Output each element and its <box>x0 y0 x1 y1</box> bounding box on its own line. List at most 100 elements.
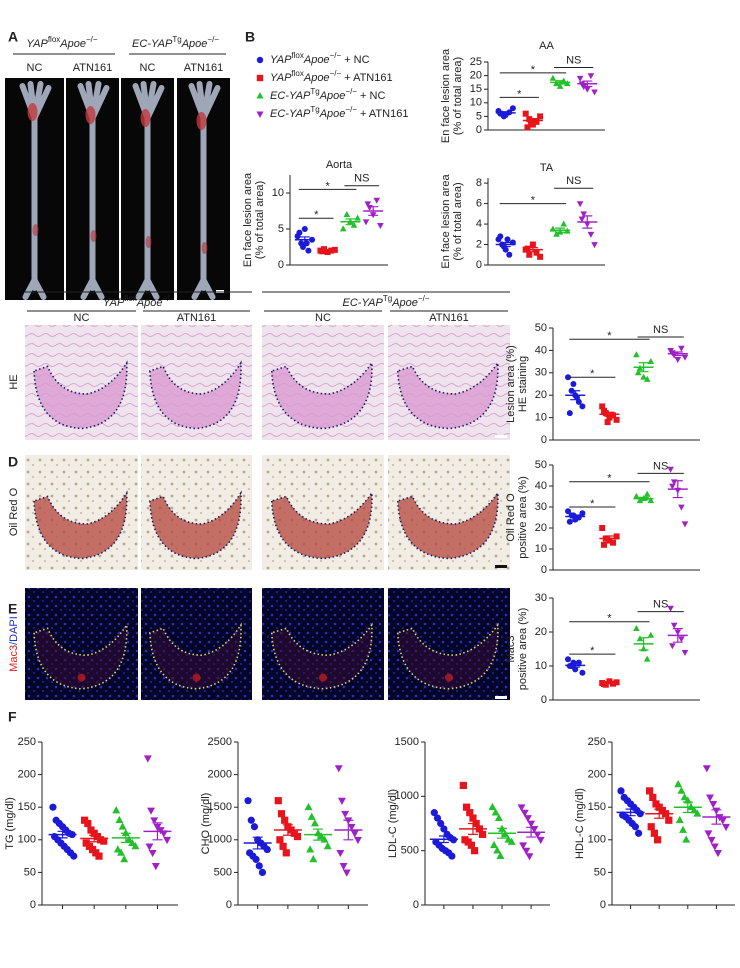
data-point <box>113 845 122 853</box>
y-tick-label: 6 <box>476 197 482 209</box>
legend-label-part: −/− <box>345 105 357 114</box>
significance-label: NS <box>653 460 668 472</box>
data-point <box>647 497 655 504</box>
data-point <box>633 492 640 499</box>
data-point <box>276 836 284 844</box>
condition-label: NC <box>74 312 90 324</box>
data-point <box>500 113 507 120</box>
data-point <box>610 412 617 419</box>
data-point <box>151 863 160 871</box>
chart: 0 50 100 150 200 250 HDL-C (mg/dl) <box>574 736 735 911</box>
chart: 0 10 20 30 40 50 Lesion area (%) HE staining * * N… <box>505 322 700 446</box>
condition-label: ATN161 <box>184 62 224 74</box>
data-point <box>256 92 264 99</box>
group-header: YAPfloxApoe−/− <box>103 294 174 309</box>
data-point <box>613 416 620 423</box>
data-point <box>459 781 467 790</box>
y-tick-label: 500 <box>401 845 419 857</box>
data-point <box>533 831 542 839</box>
data-point <box>565 374 572 381</box>
aorta-vessel <box>188 81 221 300</box>
lesion <box>149 362 242 429</box>
data-point <box>580 211 588 218</box>
y-tick-label: 4 <box>476 218 482 230</box>
data-point <box>678 504 685 511</box>
data-point <box>675 815 684 824</box>
group-header-part: Apoe <box>391 297 418 309</box>
data-point <box>556 82 564 89</box>
legend-label-part: Apoe <box>319 90 346 102</box>
group-header-part: flox <box>124 294 136 303</box>
group-header-part: YAP <box>26 38 48 50</box>
data-point <box>307 812 316 820</box>
data-point <box>296 229 303 236</box>
data-point <box>301 226 308 232</box>
data-point <box>634 369 642 376</box>
data-point <box>504 236 511 243</box>
y-tick-label: 500 <box>214 866 232 878</box>
y-tick-label: 5 <box>476 110 482 122</box>
data-point <box>645 787 654 795</box>
y-tick-label: 0 <box>541 694 547 706</box>
legend-label-part: YAP <box>270 72 292 84</box>
data-point <box>527 820 536 828</box>
data-point <box>647 358 655 364</box>
data-point <box>674 780 683 788</box>
significance-label: * <box>607 473 612 485</box>
data-point <box>704 830 713 838</box>
error-bar <box>500 241 511 248</box>
y-tick-label: 30 <box>535 592 547 604</box>
plaque <box>196 112 207 130</box>
data-point <box>304 802 313 811</box>
data-point <box>256 74 264 82</box>
data-point <box>560 220 568 227</box>
y-tick-label: 1000 <box>395 790 419 802</box>
lesion-outline <box>270 490 373 560</box>
data-point <box>115 815 124 824</box>
data-point <box>570 381 577 387</box>
y-tick-label: 30 <box>535 501 547 513</box>
y-axis-label: Lesion area (%) <box>505 345 517 423</box>
y-axis-label: En face lesion area <box>242 172 254 267</box>
significance-label: * <box>517 88 522 100</box>
error-bar <box>313 828 324 841</box>
data-point <box>320 835 329 843</box>
data-point <box>112 806 121 814</box>
data-point <box>440 825 448 833</box>
data-point <box>537 253 544 260</box>
data-point <box>643 655 651 662</box>
data-point <box>277 810 286 818</box>
row-label: HE <box>8 374 20 389</box>
data-point <box>305 247 312 254</box>
lesion <box>149 492 242 559</box>
chart: 0 5 10 Aorta En face lesion area (% of total … <box>242 159 388 271</box>
y-tick-label: 10 <box>535 543 547 555</box>
data-point <box>636 810 644 818</box>
error-bar <box>711 809 722 825</box>
data-point <box>490 840 498 849</box>
y-axis-label: (% of total area) <box>254 181 266 259</box>
significance-label: * <box>314 209 319 221</box>
data-point <box>147 807 156 815</box>
data-point <box>613 533 620 540</box>
error-bar <box>625 808 636 817</box>
data-point <box>650 829 658 837</box>
data-point <box>496 851 505 859</box>
lesion-outline <box>396 360 499 430</box>
y-tick-label: 0 <box>476 259 482 271</box>
plaque <box>201 242 208 254</box>
data-point <box>678 345 685 352</box>
data-point <box>647 823 655 831</box>
data-point <box>256 56 264 64</box>
aorta-vessel <box>132 81 165 300</box>
data-point <box>599 403 606 410</box>
data-point <box>324 249 331 256</box>
data-point <box>488 802 497 811</box>
condition-label: ATN161 <box>73 62 113 74</box>
chart: 0 500 1000 1500 2000 2500 CHO (mg/dl) <box>200 736 368 911</box>
condition-label: ATN161 <box>429 312 469 324</box>
lesion-outline <box>396 622 499 690</box>
data-point <box>244 797 252 805</box>
y-tick-label: 8 <box>476 177 482 189</box>
